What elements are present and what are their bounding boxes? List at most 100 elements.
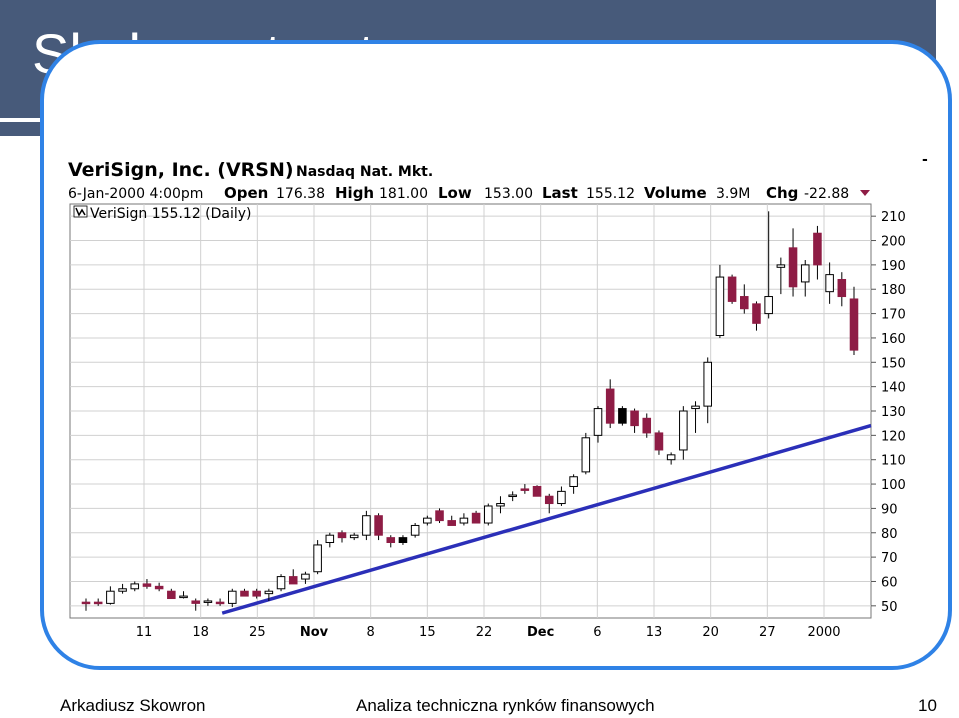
candle	[288, 569, 298, 585]
candle-body	[496, 503, 505, 507]
candle	[179, 591, 188, 599]
candle	[386, 535, 396, 548]
candle	[715, 264, 725, 338]
footer-course: Analiza techniczna rynków finansowych	[356, 696, 655, 715]
grid	[70, 204, 871, 618]
candle	[215, 598, 225, 606]
x-tick-label: 13	[646, 625, 663, 640]
x-tick-label: 2000	[807, 625, 840, 640]
candle-body	[776, 264, 786, 268]
candle	[264, 588, 274, 601]
candle-body	[679, 410, 688, 451]
y-tick-label: 90	[881, 502, 898, 517]
candle	[337, 530, 347, 543]
candle-body	[191, 600, 200, 604]
candle-body	[459, 517, 469, 524]
candle-body	[301, 573, 310, 580]
candle	[81, 598, 91, 611]
candlestick-chart: VeriSign, Inc. (VRSN) Nasdaq Nat. Mkt. 6…	[68, 152, 928, 640]
candle-body	[642, 417, 652, 434]
candle-body	[167, 590, 176, 600]
candle-body	[788, 247, 798, 288]
candle-body	[849, 298, 859, 351]
candle-body	[142, 583, 152, 587]
candle-body	[727, 276, 737, 302]
market-name: Nasdaq Nat. Mkt.	[296, 164, 433, 180]
y-tick-label: 120	[881, 429, 906, 444]
candle-body	[800, 264, 810, 283]
candle	[228, 588, 237, 608]
candle-body	[532, 485, 542, 497]
candle	[557, 486, 566, 506]
candle-body	[752, 303, 761, 324]
candle	[313, 540, 322, 575]
candle	[167, 588, 176, 600]
y-tick-label: 180	[881, 283, 906, 298]
candle	[764, 211, 773, 319]
candle-body	[654, 432, 664, 451]
candle	[118, 583, 127, 594]
candle	[447, 515, 456, 526]
candle-body	[215, 601, 225, 605]
candle	[605, 379, 615, 429]
candle-body	[313, 544, 322, 573]
candle-body	[825, 274, 834, 293]
candle	[471, 510, 481, 524]
candle-body	[118, 588, 127, 592]
candle-body	[374, 515, 383, 536]
low-value: 153.00	[484, 186, 533, 202]
candle	[618, 406, 627, 426]
x-tick-label: 22	[476, 625, 493, 640]
candle-body	[423, 517, 432, 524]
candle-body	[691, 405, 700, 410]
candle	[642, 413, 652, 438]
candle	[544, 493, 554, 514]
candle	[630, 408, 639, 433]
legend-icon	[75, 207, 86, 217]
candle	[398, 535, 408, 545]
candle	[93, 598, 103, 606]
candle	[740, 284, 749, 314]
candle-body	[593, 408, 603, 436]
trendline	[221, 423, 872, 615]
x-tick-label: 6	[593, 625, 601, 640]
candle-body	[764, 296, 773, 315]
x-tick-label: 15	[419, 625, 436, 640]
candle-body	[106, 590, 115, 604]
candle-body	[813, 232, 822, 266]
stock-chart-panel: VeriSign, Inc. (VRSN) Nasdaq Nat. Mkt. 6…	[64, 152, 930, 642]
candle	[849, 286, 859, 355]
x-tick-label: 20	[702, 625, 719, 640]
candle-body	[740, 296, 749, 310]
candle-body	[325, 534, 335, 544]
candle	[130, 581, 140, 592]
y-tick-label: 130	[881, 405, 906, 420]
x-tick-label: 11	[136, 625, 153, 640]
chart-legend: VeriSign 155.12 (Daily)	[90, 206, 252, 222]
candle-body	[435, 510, 444, 522]
x-tick-label: 25	[249, 625, 266, 640]
candle-body	[520, 488, 530, 491]
candle	[825, 262, 834, 304]
low-label: Low	[438, 184, 472, 202]
candle-body	[130, 583, 140, 590]
high-value: 181.00	[379, 186, 428, 202]
candle	[703, 357, 712, 424]
company-name: VeriSign, Inc. (VRSN)	[68, 159, 294, 181]
candle-body	[581, 437, 591, 473]
candle	[459, 513, 469, 526]
candle	[349, 532, 359, 541]
candle-body	[154, 585, 164, 590]
y-tick-label: 100	[881, 478, 906, 493]
y-tick-label: 160	[881, 332, 906, 347]
candle	[423, 515, 432, 526]
candle	[837, 272, 847, 307]
x-tick-label: 8	[367, 625, 375, 640]
candle-body	[508, 494, 517, 498]
candle-body	[666, 454, 676, 461]
candle-body	[703, 361, 712, 407]
candles	[81, 211, 859, 611]
chg-label: Chg	[766, 184, 798, 202]
x-tick-label: Dec	[527, 625, 554, 640]
candle-body	[618, 408, 627, 424]
